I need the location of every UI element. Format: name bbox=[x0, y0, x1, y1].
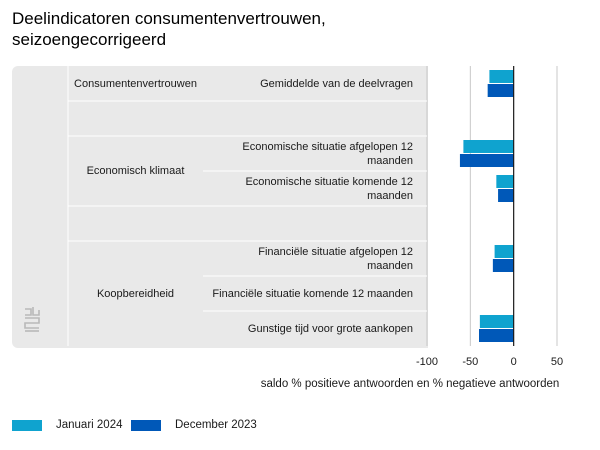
category-label: Koopbereidheid bbox=[96, 287, 175, 300]
legend-swatch-jan2024 bbox=[12, 419, 42, 431]
bar-dec2023 bbox=[487, 84, 514, 97]
row-label: Economische situatie afgelopen 12 maande… bbox=[242, 140, 413, 167]
x-tick-label: -50 bbox=[462, 356, 478, 368]
legend-item-dec2023: December 2023 bbox=[131, 419, 257, 431]
bar-jan2024 bbox=[494, 245, 514, 258]
row-label: Gemiddelde van de deelvragen bbox=[260, 77, 413, 90]
x-tick-label: -100 bbox=[416, 356, 438, 368]
row-label: Economische situatie komende 12 maanden bbox=[245, 175, 413, 202]
legend-label-dec2023: December 2023 bbox=[175, 419, 257, 431]
bar-jan2024 bbox=[463, 140, 514, 153]
bar-dec2023 bbox=[459, 154, 514, 167]
bar-jan2024 bbox=[479, 315, 514, 328]
chart-title: Deelindicatoren consumentenvertrouwen, s… bbox=[12, 9, 326, 49]
row-label: Financiële situatie komende 12 maanden bbox=[212, 287, 413, 300]
legend-label-jan2024: Januari 2024 bbox=[56, 419, 123, 431]
x-tick-label: 50 bbox=[551, 356, 563, 368]
bar-dec2023 bbox=[492, 259, 514, 272]
category-label: Consumentenvertrouwen bbox=[74, 77, 197, 90]
legend-swatch-dec2023 bbox=[131, 419, 161, 431]
x-axis-label: saldo % positieve antwoorden en % negati… bbox=[260, 378, 560, 390]
legend: Januari 2024 December 2023 bbox=[0, 419, 600, 435]
cbs-logo-icon bbox=[24, 307, 40, 332]
bar-jan2024 bbox=[489, 70, 514, 83]
bar-jan2024 bbox=[496, 175, 514, 188]
legend-item-jan2024: Januari 2024 bbox=[12, 419, 123, 431]
row-label: Financiële situatie afgelopen 12 maanden bbox=[258, 245, 413, 272]
category-panel bbox=[12, 66, 428, 348]
row-label: Gunstige tijd voor grote aankopen bbox=[247, 322, 413, 335]
bar-dec2023 bbox=[498, 189, 514, 202]
bar-dec2023 bbox=[479, 329, 514, 342]
category-label: Economisch klimaat bbox=[86, 165, 185, 177]
x-tick-label: 0 bbox=[511, 356, 517, 368]
